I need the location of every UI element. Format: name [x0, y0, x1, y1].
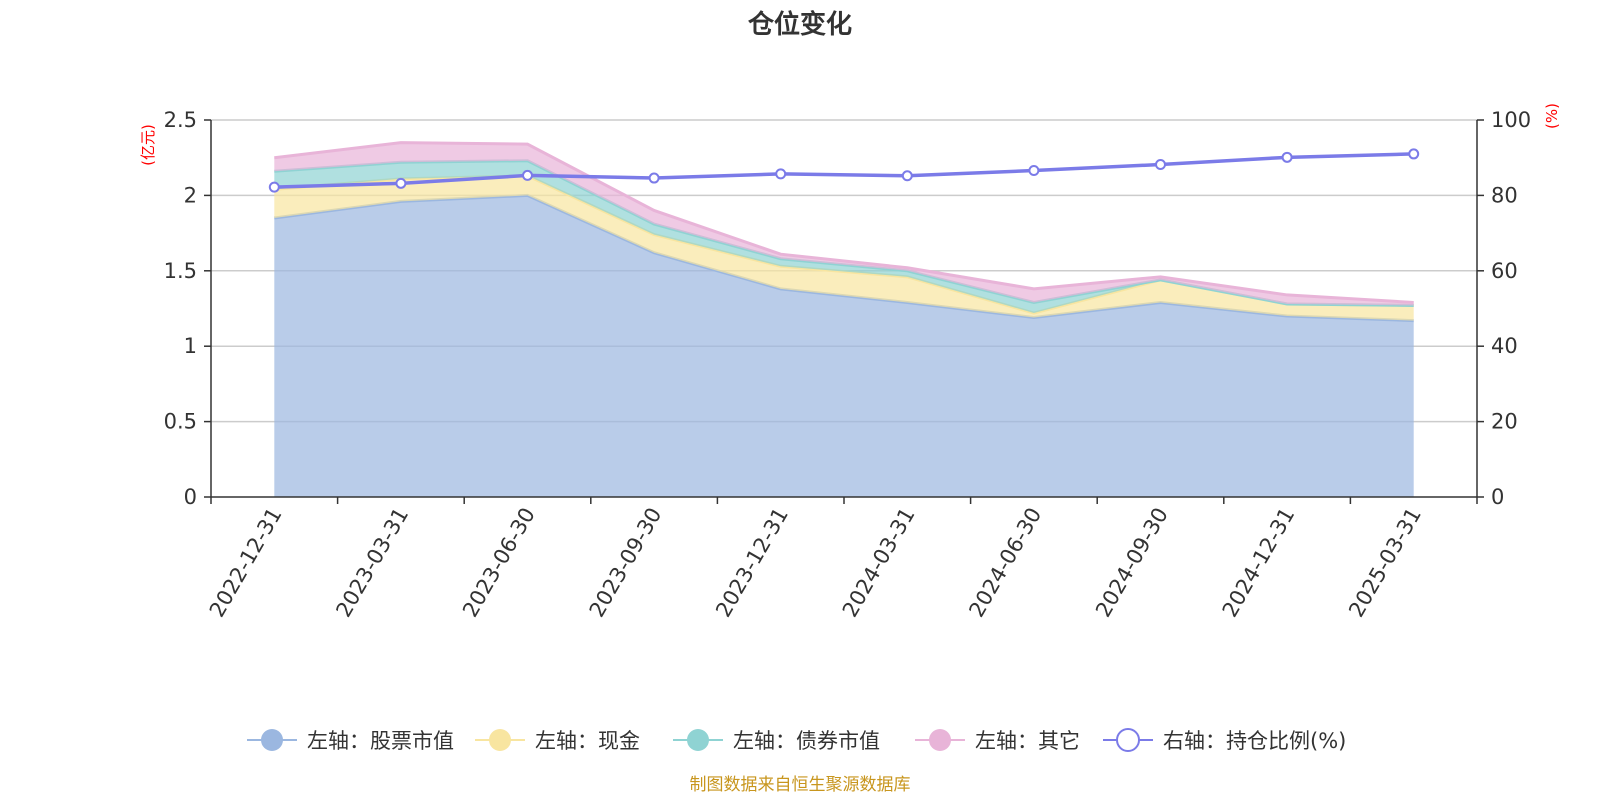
legend-item[interactable]: 左轴：现金 [475, 729, 640, 753]
area-左轴：债券市值 [274, 160, 1414, 314]
left-axis-tick-label: 0.5 [164, 410, 197, 434]
stacked-areas [274, 141, 1414, 497]
legend-marker [687, 729, 709, 751]
legend-marker [489, 729, 511, 751]
left-axis-unit: (亿元) [139, 124, 157, 166]
legend-label: 右轴：持仓比例(%) [1163, 729, 1346, 753]
ratio-point [268, 181, 280, 193]
left-axis-tick-label: 0 [184, 485, 197, 509]
x-axis-tick-label: 2023-12-31 [711, 504, 793, 622]
legend-marker [929, 729, 951, 751]
legend-label: 左轴：债券市值 [733, 729, 880, 753]
x-axis-tick-label: 2023-03-31 [331, 504, 413, 622]
data-source-note: 制图数据来自恒生聚源数据库 [690, 775, 911, 795]
ratio-point [1028, 165, 1040, 177]
ratio-point [522, 169, 533, 181]
ratio-point [395, 177, 407, 189]
left-axis-tick-label: 2 [184, 183, 197, 207]
x-axis-tick-label: 2024-09-30 [1091, 504, 1173, 622]
legend-label: 左轴：其它 [975, 729, 1080, 753]
right-axis-tick-label: 80 [1491, 183, 1518, 207]
ratio-point [1155, 158, 1166, 170]
x-axis-tick-label: 2025-03-31 [1344, 504, 1426, 622]
x-axis-tick-label: 2024-03-31 [838, 504, 920, 622]
ratio-point [1408, 148, 1420, 160]
legend-item[interactable]: 右轴：持仓比例(%) [1103, 728, 1346, 753]
ratio-point [648, 172, 660, 184]
legend-marker [261, 729, 283, 751]
ratio-point [1281, 151, 1293, 163]
ratio-line [274, 152, 1414, 189]
ratio-point [775, 168, 787, 180]
ratio-line-series [268, 148, 1420, 193]
legend-label: 左轴：股票市值 [307, 729, 454, 753]
legend-label: 左轴：现金 [535, 729, 640, 753]
area-左轴：现金 [274, 175, 1414, 321]
area-edge-左轴：其它 [274, 141, 1414, 304]
x-axis-tick-label: 2022-12-31 [205, 504, 287, 622]
right-axis-unit: (%) [1543, 103, 1561, 129]
x-axis-tick-label: 2023-06-30 [458, 504, 540, 622]
left-axis-tick-label: 2.5 [164, 108, 197, 132]
legend-item[interactable]: 左轴：股票市值 [247, 729, 454, 753]
right-axis-tick-label: 0 [1491, 485, 1504, 509]
left-axis-tick-label: 1 [184, 334, 197, 358]
area-左轴：股票市值 [274, 195, 1414, 497]
right-axis-tick-label: 40 [1491, 334, 1518, 358]
right-axis-tick-label: 60 [1491, 259, 1518, 283]
area-左轴：其它 [274, 142, 1414, 306]
x-axis-tick-label: 2024-06-30 [964, 504, 1046, 622]
x-axis-tick-label: 2024-12-31 [1218, 504, 1300, 622]
right-axis-tick-label: 20 [1491, 410, 1518, 434]
legend-item[interactable]: 左轴：债券市值 [673, 729, 880, 753]
chart-title: 仓位变化 [747, 9, 852, 40]
legend-item[interactable]: 左轴：其它 [915, 729, 1080, 753]
x-axis-tick-label: 2023-09-30 [585, 504, 667, 622]
right-axis-tick-label: 100 [1491, 108, 1531, 132]
left-axis-tick-label: 1.5 [164, 259, 197, 283]
legend[interactable]: 左轴：股票市值 左轴：现金 左轴：债券市值 左轴：其它 右轴：持仓比例(%) [247, 728, 1346, 753]
legend-marker [1116, 728, 1140, 752]
ratio-point [901, 170, 913, 182]
